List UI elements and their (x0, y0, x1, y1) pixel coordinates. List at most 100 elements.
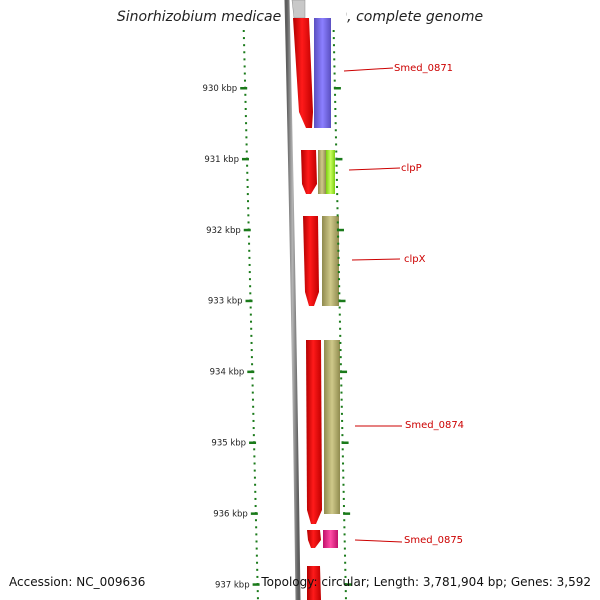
ruler-minor-tick (256, 568, 259, 571)
ruler-label: 933 kbp (208, 297, 243, 307)
ruler-minor-tick (251, 384, 254, 387)
ruler-minor-tick (244, 93, 247, 96)
ruler-major-tick (241, 157, 249, 161)
ruler-minor-tick (344, 597, 347, 600)
ruler-minor-tick (341, 455, 344, 458)
ruler-minor-tick (256, 590, 259, 593)
ruler-major-tick (336, 228, 344, 232)
ruler-minor-tick (334, 100, 337, 103)
ruler-minor-tick (246, 171, 249, 174)
gene-label-smed0871: Smed_0871 (394, 63, 453, 74)
ruler-minor-tick (340, 384, 343, 387)
ruler-minor-tick (255, 547, 258, 550)
ruler-minor-tick (245, 143, 248, 146)
ruler-minor-tick (251, 398, 254, 401)
ruler-label: 934 kbp (210, 368, 245, 378)
ruler-minor-tick (247, 214, 250, 217)
ruler-minor-tick (255, 526, 258, 529)
ruler-minor-tick (243, 51, 246, 54)
ruler-minor-tick (245, 122, 248, 125)
ruler-major-tick (252, 583, 260, 586)
ruler-minor-tick (342, 505, 345, 508)
ruler-minor-tick (245, 150, 248, 153)
ruler-minor-tick (343, 547, 346, 550)
ruler-minor-tick (332, 30, 335, 32)
ruler-minor-tick (248, 271, 251, 274)
ruler-major-tick (249, 441, 257, 444)
feature-clpp-olive (318, 150, 326, 194)
ruler-major-tick (245, 299, 253, 303)
ruler-minor-tick (252, 434, 255, 437)
ruler-minor-tick (256, 575, 259, 578)
ruler-minor-tick (247, 200, 250, 203)
ruler-minor-tick (254, 519, 257, 522)
ruler-minor-tick (341, 419, 344, 422)
ruler-minor-tick (252, 419, 255, 422)
feature-smed0875 (323, 530, 338, 548)
leader-smed0875 (354, 539, 403, 543)
ruler-minor-tick (254, 483, 257, 486)
ruler-minor-tick (246, 185, 249, 188)
ruler-major-tick (335, 157, 343, 161)
accession-text: Accession: NC_009636 (9, 575, 146, 589)
ruler-minor-tick (335, 164, 338, 167)
ruler-minor-tick (249, 306, 252, 309)
ruler-minor-tick (244, 100, 247, 103)
ruler-minor-tick (248, 278, 251, 281)
ruler-minor-tick (248, 256, 251, 259)
ruler-minor-tick (340, 391, 343, 394)
ruler-minor-tick (337, 242, 340, 245)
ruler-minor-tick (247, 221, 250, 224)
ruler-minor-tick (246, 164, 249, 167)
ruler-minor-tick (253, 476, 256, 479)
ruler-minor-tick (243, 44, 246, 47)
ruler-minor-tick (344, 568, 347, 571)
ruler-label: 932 kbp (206, 226, 241, 236)
ruler-minor-tick (242, 37, 245, 40)
ruler-minor-tick (256, 597, 259, 600)
ruler-minor-tick (248, 263, 251, 266)
genome-summary-text: Topology: circular; Length: 3,781,904 bp… (261, 575, 591, 589)
ruler-minor-tick (338, 320, 341, 323)
ruler-minor-tick (336, 207, 339, 210)
ruler-major-tick (344, 583, 352, 586)
gene-label-smed0875: Smed_0875 (404, 535, 463, 546)
ruler-minor-tick (336, 200, 339, 203)
ruler-minor-tick (254, 505, 257, 508)
ruler-minor-tick (243, 72, 246, 75)
ruler-minor-tick (335, 150, 338, 153)
ruler-minor-tick (336, 214, 339, 217)
ruler-minor-tick (242, 30, 245, 32)
ruler-minor-tick (335, 143, 338, 146)
ruler-minor-tick (249, 285, 252, 288)
ruler-minor-tick (244, 115, 247, 118)
ruler-minor-tick (333, 72, 336, 75)
ruler-minor-tick (344, 554, 347, 557)
ruler-minor-tick (250, 356, 253, 359)
ruler-minor-tick (339, 349, 342, 352)
ruler-minor-tick (337, 263, 340, 266)
ruler-minor-tick (243, 79, 246, 82)
ruler-minor-tick (333, 51, 336, 54)
ruler-minor-tick (246, 193, 249, 196)
ruler-minor-tick (251, 391, 254, 394)
cds-block-0874 (306, 340, 322, 524)
ruler-minor-tick (255, 533, 258, 536)
leader-clpx (351, 258, 401, 261)
ruler-major-tick (338, 299, 346, 303)
feature-smed0871 (314, 18, 331, 128)
ruler-label: 936 kbp (213, 509, 248, 519)
ruler: 930 kbp 931 kbp 932 kbp 933 kbp 934 kbp 935 k… (203, 30, 352, 600)
ruler-major-tick (247, 370, 255, 374)
ruler-minor-tick (255, 554, 258, 557)
ruler-minor-tick (332, 37, 335, 40)
ruler-minor-tick (246, 178, 249, 181)
ruler-minor-tick (247, 207, 250, 210)
ruler-minor-tick (252, 412, 255, 415)
ruler-label: 930 kbp (203, 84, 238, 94)
ruler-major-tick (333, 87, 341, 90)
ruler-major-tick (243, 228, 251, 232)
ruler-minor-tick (244, 107, 247, 110)
ruler-minor-tick (332, 44, 335, 47)
